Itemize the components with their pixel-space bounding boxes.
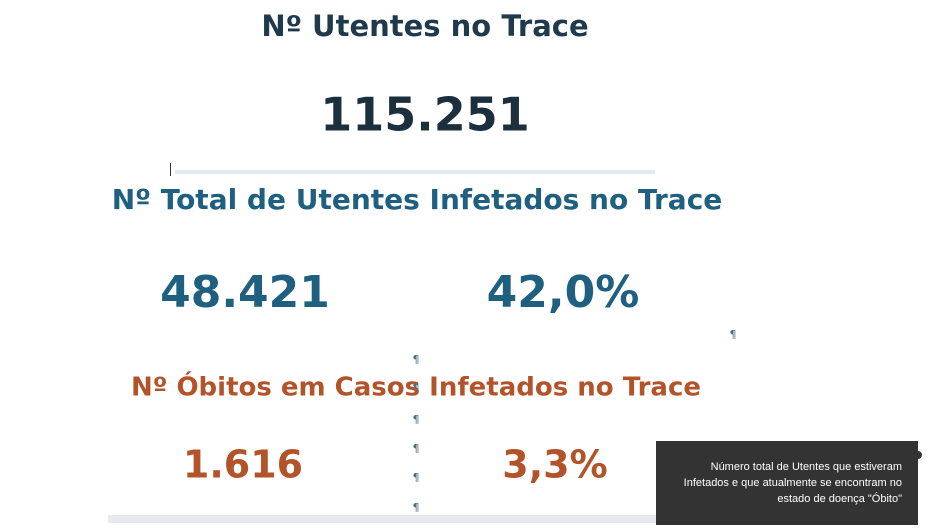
divider xyxy=(108,515,660,523)
divider xyxy=(175,170,655,174)
tooltip-line: estado de doença "Óbito" xyxy=(777,492,902,505)
kpi-value: 1.616 xyxy=(183,443,303,487)
kpi-title: Nº Utentes no Trace xyxy=(261,9,588,43)
kpi-value: 115.251 xyxy=(320,88,530,142)
format-mark: ¶ xyxy=(730,328,737,341)
tooltip-line: Número total de Utentes que estiveram xyxy=(711,461,902,473)
tooltip xyxy=(656,441,918,525)
format-mark: ¶ xyxy=(413,381,420,394)
format-mark: ¶ xyxy=(413,442,420,455)
kpi-value: 48.421 xyxy=(160,267,330,318)
tooltip-text: Número total de Utentes que estiveram Inf… xyxy=(684,461,902,505)
kpi-title: Nº Óbitos em Casos Infetados no Trace xyxy=(131,371,701,403)
format-mark: ¶ xyxy=(413,471,420,484)
format-mark: ¶ xyxy=(413,413,420,426)
kpi-title: Nº Total de Utentes Infetados no Trace xyxy=(112,183,723,216)
format-marks: ¶ ¶ ¶ ¶ ¶ ¶ xyxy=(413,353,420,514)
tooltip-line: Infetados e que atualmente se encontram … xyxy=(684,477,902,489)
kpi-percent: 3,3% xyxy=(502,443,607,487)
tooltip-handle xyxy=(914,451,922,459)
kpi-percent: 42,0% xyxy=(487,267,640,318)
format-mark: ¶ xyxy=(413,353,420,366)
format-mark: ¶ xyxy=(413,501,420,514)
